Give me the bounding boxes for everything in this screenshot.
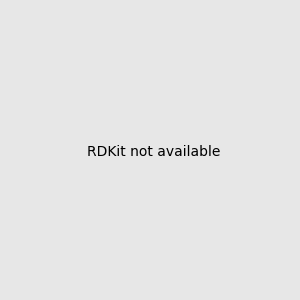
Text: RDKit not available: RDKit not available bbox=[87, 145, 220, 158]
